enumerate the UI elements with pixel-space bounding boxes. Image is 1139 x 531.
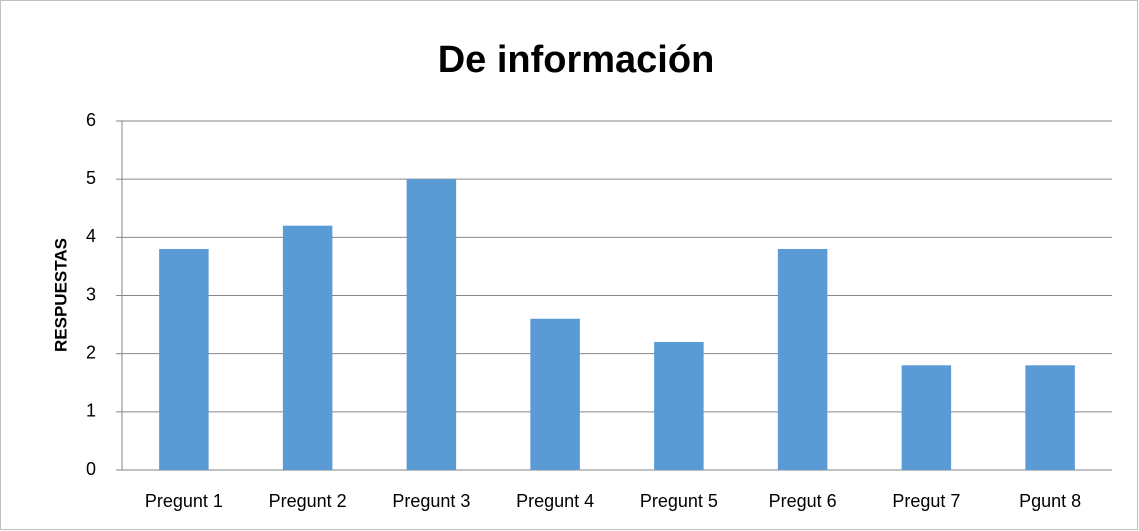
x-tick-label: Pgunt 8 (1019, 491, 1081, 511)
chart-title: De información (438, 39, 715, 81)
bar (282, 225, 333, 470)
x-tick-label: Pregut 6 (769, 491, 837, 511)
y-tick-label: 0 (86, 459, 96, 479)
bar (1025, 365, 1075, 470)
x-tick-label: Pregunt 4 (516, 491, 594, 511)
bar (530, 318, 580, 470)
x-tick-label: Pregunt 2 (269, 491, 347, 511)
bar (777, 248, 828, 470)
y-tick-label: 2 (86, 342, 96, 362)
y-tick-label: 4 (86, 226, 96, 246)
y-tick-label: 3 (86, 284, 96, 304)
y-axis-label: RESPUESTAS (51, 238, 70, 352)
x-tick-label: Pregunt 5 (640, 491, 718, 511)
bar (901, 365, 952, 470)
bar (654, 342, 704, 470)
y-tick-label: 6 (86, 110, 96, 130)
x-tick-label: Pregunt 1 (145, 491, 223, 511)
bar (159, 248, 209, 470)
bar (406, 179, 457, 470)
x-tick-label: Pregunt 3 (392, 491, 470, 511)
y-tick-label: 5 (86, 168, 96, 188)
x-tick-label: Pregut 7 (892, 491, 960, 511)
y-tick-label: 1 (86, 401, 96, 421)
